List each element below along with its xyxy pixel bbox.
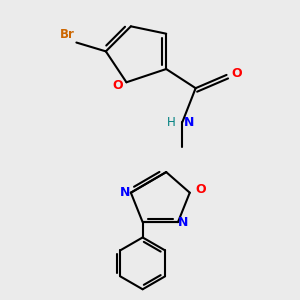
- Text: N: N: [184, 116, 194, 128]
- Text: O: O: [112, 79, 123, 92]
- Text: N: N: [120, 186, 131, 199]
- Text: O: O: [195, 183, 206, 196]
- Text: H: H: [167, 116, 176, 128]
- Text: Br: Br: [60, 28, 75, 41]
- Text: N: N: [178, 216, 188, 229]
- Text: O: O: [232, 67, 242, 80]
